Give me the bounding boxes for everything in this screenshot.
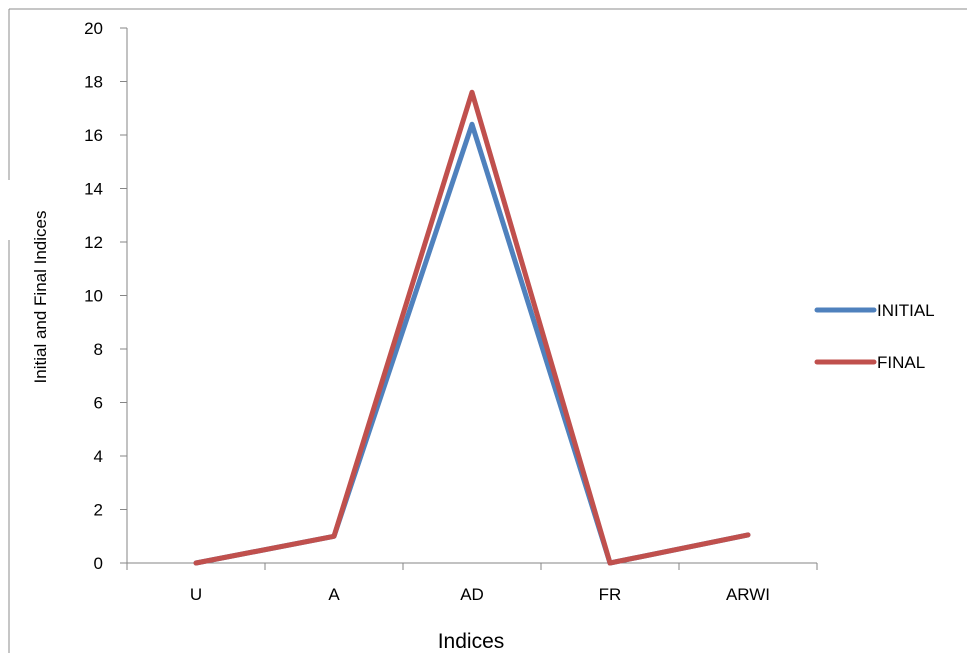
y-tick-label: 10 <box>84 287 103 306</box>
series-line-final <box>193 89 751 566</box>
x-tick-label: A <box>328 585 340 604</box>
legend-label-initial: INITIAL <box>877 301 935 320</box>
legend-label-final: FINAL <box>877 353 925 372</box>
y-tick-label: 20 <box>84 19 103 38</box>
y-tick-label: 0 <box>94 554 103 573</box>
x-tick-label: AD <box>460 585 484 604</box>
y-tick-label: 14 <box>84 180 103 199</box>
x-axis: U A AD FR ARWI <box>126 562 818 604</box>
y-tick-label: 2 <box>94 501 103 520</box>
y-axis-title: Initial and Final Indices <box>31 211 50 384</box>
x-tick-label: ARWI <box>726 585 770 604</box>
y-tick-label: 8 <box>94 340 103 359</box>
y-tick-label: 6 <box>94 394 103 413</box>
x-axis-title: Indices <box>438 630 505 653</box>
y-tick-label: 12 <box>84 233 103 252</box>
y-tick-label: 16 <box>84 126 103 145</box>
y-axis: 0 2 4 6 8 10 12 14 16 18 20 <box>84 19 128 573</box>
y-tick-label: 4 <box>94 447 103 466</box>
legend: INITIAL FINAL <box>814 301 935 372</box>
x-tick-label: U <box>190 585 202 604</box>
x-tick-label: FR <box>599 585 622 604</box>
series-line-initial <box>193 121 751 566</box>
series-layer <box>193 89 751 566</box>
y-tick-label: 18 <box>84 73 103 92</box>
